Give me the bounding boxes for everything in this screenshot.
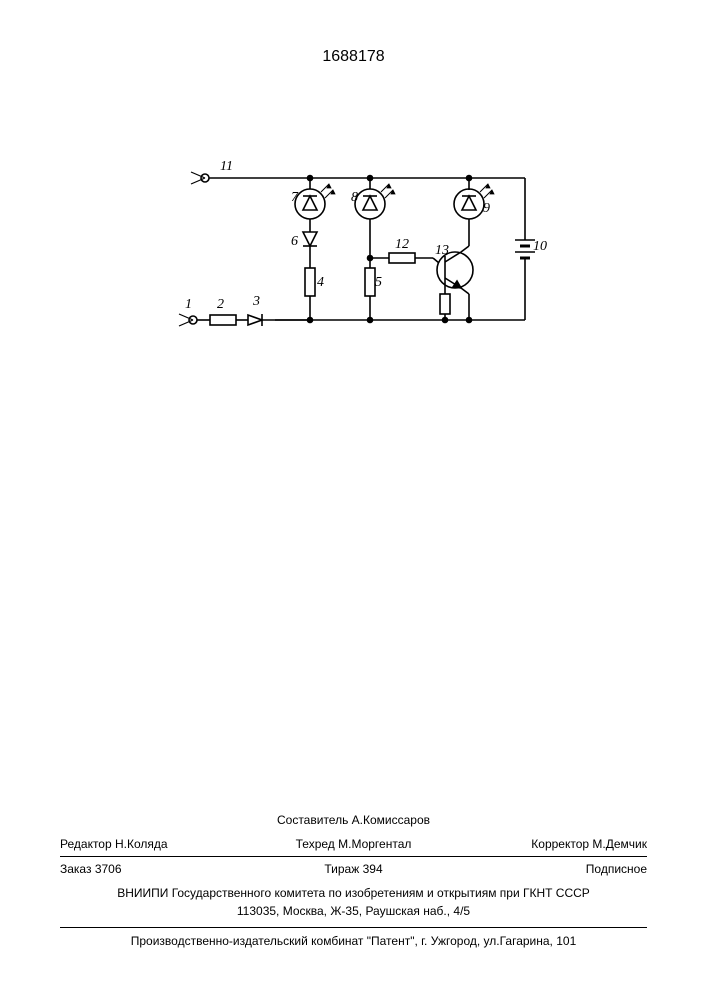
circulation-number: 394 xyxy=(363,862,383,876)
svg-text:1: 1 xyxy=(185,297,192,312)
svg-text:4: 4 xyxy=(317,275,324,290)
svg-text:2: 2 xyxy=(217,297,224,312)
svg-text:9: 9 xyxy=(483,201,490,216)
corrector-label: Корректор xyxy=(531,837,589,851)
compiler-name: А.Комиссаров xyxy=(352,813,430,827)
org-line1: ВНИИПИ Государственного комитета по изоб… xyxy=(60,884,647,902)
publisher-line: Производственно-издательский комбинат "П… xyxy=(60,927,647,950)
svg-text:3: 3 xyxy=(252,294,260,309)
svg-text:8: 8 xyxy=(351,190,358,205)
order-number: 3706 xyxy=(95,862,122,876)
compiler-label: Составитель xyxy=(277,813,348,827)
svg-text:5: 5 xyxy=(375,275,382,290)
org-info: ВНИИПИ Государственного комитета по изоб… xyxy=(60,881,647,923)
svg-text:13: 13 xyxy=(435,243,449,258)
svg-text:12: 12 xyxy=(395,237,409,252)
techred-name: М.Моргентал xyxy=(338,837,411,851)
subscription: Подписное xyxy=(586,862,647,876)
svg-text:7: 7 xyxy=(291,190,299,205)
org-line2: 113035, Москва, Ж-35, Раушская наб., 4/5 xyxy=(60,902,647,920)
svg-text:6: 6 xyxy=(291,234,298,249)
order-label: Заказ xyxy=(60,862,91,876)
circuit-diagram: 1 2 3 4 5 6 7 8 9 10 11 12 13 xyxy=(175,150,565,350)
svg-text:10: 10 xyxy=(533,239,547,254)
page-number: 1688178 xyxy=(0,48,707,66)
circulation-label: Тираж xyxy=(324,862,359,876)
footer-block: Составитель А.Комиссаров Редактор Н.Коля… xyxy=(60,808,647,950)
editor-name: Н.Коляда xyxy=(115,837,168,851)
editor-label: Редактор xyxy=(60,837,112,851)
svg-text:11: 11 xyxy=(220,159,233,174)
corrector-name: М.Демчик xyxy=(592,837,647,851)
techred-label: Техред xyxy=(296,837,335,851)
